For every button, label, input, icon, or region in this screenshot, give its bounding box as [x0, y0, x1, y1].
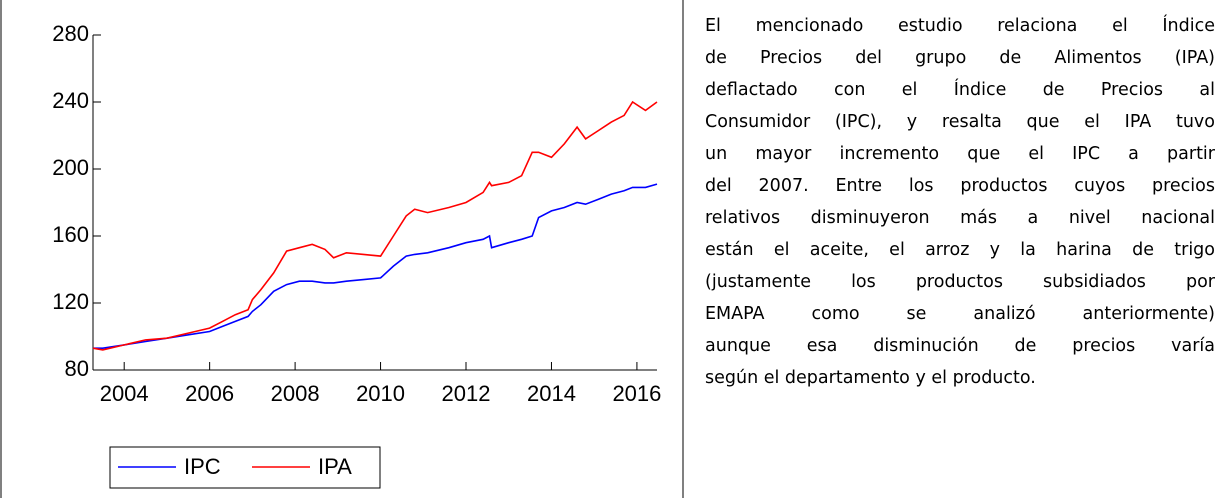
y-tick-label: 120	[52, 289, 89, 314]
y-tick-label: 240	[52, 88, 89, 113]
text-line: EMAPA como se analizó anteriormente)	[705, 304, 1215, 324]
legend-label: IPC	[184, 454, 221, 479]
series-line	[93, 183, 658, 350]
x-tick-label: 2006	[185, 381, 234, 406]
text-line: relativos disminuyeron más a nivel nacio…	[705, 208, 1215, 228]
series-line	[92, 100, 658, 351]
x-tick-label: 2004	[100, 381, 149, 406]
text-line: deflactado con el Índice de Precios al	[705, 80, 1215, 100]
text-line: El mencionado estudio relaciona el Índic…	[705, 16, 1215, 36]
x-tick-label: 2008	[271, 381, 320, 406]
x-tick-label: 2010	[356, 381, 405, 406]
text-line: están el aceite, el arroz y la harina de…	[705, 240, 1215, 260]
x-tick-label: 2014	[527, 381, 576, 406]
y-tick-label: 160	[52, 222, 89, 247]
paragraph: El mencionado estudio relaciona el Índic…	[705, 10, 1215, 394]
y-tick-label: 80	[65, 356, 89, 381]
x-tick-label: 2016	[612, 381, 661, 406]
text-line: un mayor incremento que el IPC a partir	[705, 144, 1215, 164]
y-tick-label: 280	[52, 21, 89, 46]
x-tick-label: 2012	[442, 381, 491, 406]
legend-box	[109, 446, 381, 489]
text-line: según el departamento y el producto.	[705, 368, 1036, 388]
text-line: de Precios del grupo de Alimentos (IPA)	[705, 48, 1215, 68]
legend-label: IPA	[318, 454, 352, 479]
text-line: aunque esa disminución de precios varía	[705, 336, 1215, 356]
text-line: del 2007. Entre los productos cuyos prec…	[705, 176, 1215, 196]
y-tick-label: 200	[52, 155, 89, 180]
text-line: Consumidor (IPC), y resalta que el IPA t…	[705, 112, 1215, 132]
text-line: (justamente los productos subsidiados po…	[705, 272, 1215, 292]
